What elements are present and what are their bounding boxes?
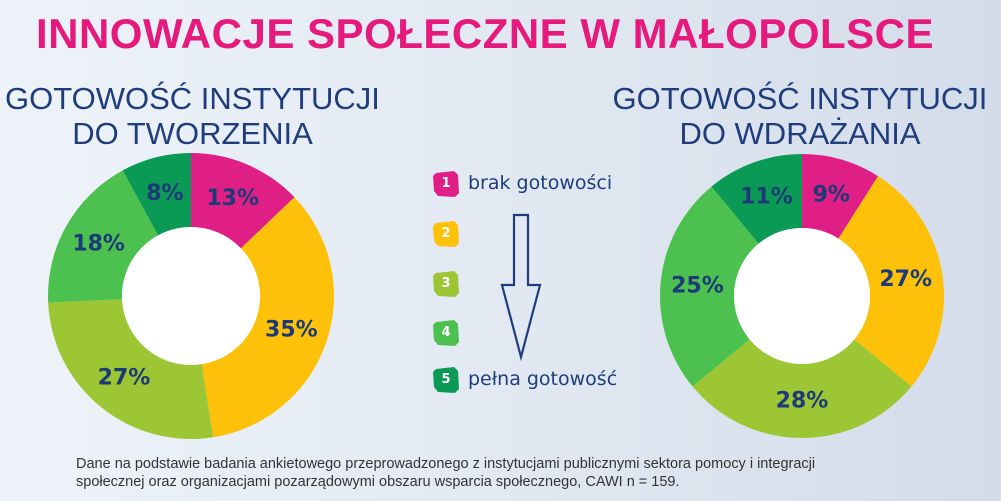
chart-title-tworzenie: GOTOWOŚĆ INSTYTUCJI DO TWORZENIA [5,81,380,151]
donut-slice-tworzenie-4 [48,170,159,303]
legend-badge: 3 [432,270,460,298]
legend-badge: 4 [432,319,460,347]
donut-slice-tworzenie-1 [191,153,295,249]
legend-number: 5 [441,372,451,387]
footnote-line: Dane na podstawie badania ankietowego pr… [76,456,816,472]
slice-label-wdrazanie-1: 9% [813,183,850,208]
slice-label-tworzenie-3: 27% [98,366,151,391]
legend-badge: 2 [432,220,460,248]
slice-label-tworzenie-1: 13% [206,186,259,211]
slice-label-wdrazanie-2: 27% [879,267,932,292]
slice-label-wdrazanie-3: 28% [776,389,829,414]
donut-hole [734,228,870,364]
legend-label: brak gotowości [468,172,613,194]
donut-slice-wdrazanie-3 [692,339,912,439]
donut-slice-tworzenie-3 [48,299,214,439]
badge-shape-icon [433,221,459,247]
chart-title-line: DO TWORZENIA [72,116,313,151]
legend-badge: 5 [432,366,460,394]
donut-slice-tworzenie-2 [201,197,334,438]
badge-shape-icon [433,271,459,297]
badge-shape-icon [433,171,459,197]
donut-slice-wdrazanie-2 [838,176,944,387]
legend-number: 3 [441,276,451,291]
chart-title-line: DO WDRAŻANIA [679,116,921,151]
slice-label-wdrazanie-5: 11% [740,185,793,210]
legend-label: pełna gotowość [468,368,618,390]
badge-shape-icon [433,367,459,393]
main-title: INNOWACJE SPOŁECZNE W MAŁOPOLSCE [35,10,935,57]
donut-hole [122,227,260,365]
slice-label-tworzenie-5: 8% [146,181,183,206]
donut-slice-tworzenie-5 [122,153,191,236]
footnote-line: społecznej oraz organizacjami pozarządow… [76,474,680,490]
donut-slice-wdrazanie-1 [802,154,879,239]
chart-title-line: GOTOWOŚĆ INSTYTUCJI [5,81,380,116]
legend-number: 2 [441,226,451,241]
slice-label-tworzenie-4: 18% [72,231,125,256]
chart-title-wdrazanie: GOTOWOŚĆ INSTYTUCJI DO WDRAŻANIA [610,81,990,151]
chart-title-line: GOTOWOŚĆ INSTYTUCJI [612,81,988,116]
legend-badge: 1 [432,170,460,198]
donut-slice-wdrazanie-4 [659,186,759,387]
slice-label-tworzenie-2: 35% [265,318,318,343]
slice-label-wdrazanie-4: 25% [671,274,724,299]
legend-number: 1 [441,176,451,191]
footnote: Dane na podstawie badania ankietowego pr… [76,455,976,491]
legend-number: 4 [441,325,451,340]
donut-slice-wdrazanie-5 [711,154,802,244]
down-arrow-icon [500,213,542,361]
badge-shape-icon [433,320,459,346]
